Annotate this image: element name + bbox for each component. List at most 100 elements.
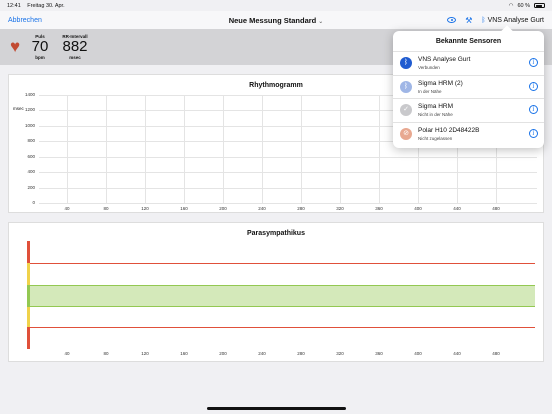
grid-line: [457, 95, 458, 203]
pulse-value: 70: [31, 38, 49, 55]
sensor-name: VNS Analyse Gurt: [418, 56, 471, 63]
x-tick-label: 440: [453, 351, 461, 356]
home-indicator[interactable]: [207, 407, 346, 410]
x-tick-label: 200: [219, 206, 227, 211]
sensor-row[interactable]: ⊘ Polar H10 2D48422B Nicht zugelassen i: [393, 121, 544, 145]
zone-red-bottom-bar: [27, 327, 30, 349]
x-tick-label: 40: [64, 206, 70, 211]
grid-line: [262, 95, 263, 203]
rr-unit: msec: [69, 55, 81, 60]
info-icon[interactable]: i: [529, 58, 538, 67]
grid-line: [301, 95, 302, 203]
y-tick-label: 1400: [24, 92, 35, 97]
lower-threshold-line: [30, 327, 535, 328]
checkmark-icon: ✓: [400, 104, 412, 116]
info-icon[interactable]: i: [529, 105, 538, 114]
zone-green-bar: [27, 285, 30, 307]
x-tick-label: 400: [414, 351, 422, 356]
grid-line: [184, 95, 185, 203]
rr-label: RR-Intervall: [62, 34, 88, 39]
heart-icon: ♥: [10, 37, 21, 56]
grid-line: [379, 95, 380, 203]
grid-line: [39, 156, 537, 158]
sensor-row[interactable]: ᛒ Sigma HRM (2) In der Nähe i: [393, 74, 544, 98]
x-tick-label: 160: [180, 351, 188, 356]
y-tick-label: 1000: [24, 122, 35, 128]
prohibited-icon: ⊘: [400, 127, 412, 140]
x-tick-label: 80: [103, 351, 109, 356]
wrench-icon[interactable]: ⚒: [465, 15, 473, 25]
grid-line: [39, 203, 537, 204]
y-tick-label: 400: [27, 169, 35, 175]
status-time: 12:41: [7, 2, 21, 9]
x-tick-label: 240: [258, 206, 266, 211]
bluetooth-icon: ᛒ: [400, 57, 412, 69]
x-tick-label: 320: [336, 206, 344, 211]
sensor-status: Nicht zugelassen: [418, 135, 453, 141]
y-tick-label: 800: [27, 138, 35, 144]
parasympathikus-title: Parasympathikus: [247, 230, 305, 237]
y-axis-unit: msec: [13, 106, 24, 111]
bluetooth-icon: ᛒ: [481, 16, 486, 24]
x-tick-label: 160: [180, 206, 188, 211]
x-tick-label: 480: [492, 206, 500, 211]
status-bar: 12:41 Freitag 30. Apr. ◠ 60 %: [0, 0, 552, 11]
wifi-icon: ◠: [508, 2, 514, 9]
y-tick-label: 1200: [24, 107, 35, 113]
grid-line: [39, 95, 537, 96]
zone-red-top-bar: [27, 241, 30, 263]
pulse-metric: Puls 70 bpm: [30, 34, 50, 60]
grid-line: [145, 95, 146, 203]
x-tick-label: 200: [219, 351, 227, 356]
sensor-status: Nicht in der Nähe: [418, 112, 453, 117]
y-tick-label: 600: [27, 153, 35, 159]
grid-line: [39, 125, 537, 127]
info-icon[interactable]: i: [529, 128, 538, 138]
sensor-row[interactable]: ✓ Sigma HRM Nicht in der Nähe i: [393, 98, 544, 121]
info-icon[interactable]: i: [529, 81, 538, 91]
popover-title: Bekannte Sensoren: [435, 38, 502, 45]
parasympathikus-plot: [27, 241, 535, 349]
sensor-status: Verbunden: [418, 65, 440, 70]
navigation-bar: Abbrechen Neue Messung Standard ⌄ ⚒ ᛒ VNS …: [0, 11, 552, 29]
battery-percent: 60 %: [517, 2, 530, 9]
sensor-label: VNS Analyse Gurt: [487, 16, 544, 24]
sensor-row[interactable]: ᛒ VNS Analyse Gurt Verbunden i: [393, 51, 544, 74]
upper-threshold-line: [30, 263, 535, 264]
status-date: Freitag 30. Apr.: [27, 2, 65, 9]
chevron-down-icon: ⌄: [318, 18, 324, 25]
grid-line: [223, 95, 224, 203]
zone-yellow-top-bar: [27, 263, 30, 285]
pulse-unit: bpm: [35, 55, 45, 60]
cancel-button[interactable]: Abbrechen: [8, 16, 42, 24]
x-tick-label: 80: [103, 206, 109, 211]
eye-icon[interactable]: [447, 17, 457, 23]
grid-line: [106, 95, 107, 203]
grid-line: [418, 95, 419, 203]
grid-line: [39, 187, 537, 189]
sensor-status: In der Nähe: [418, 88, 442, 94]
x-tick-label: 280: [297, 351, 305, 356]
x-tick-label: 440: [453, 206, 461, 211]
sensor-name: Polar H10 2D48422B: [418, 126, 480, 134]
parasympathikus-chart: Parasympathikus 40 80 120 160 200 240 280 320 36…: [8, 222, 544, 362]
x-tick-label: 240: [258, 351, 266, 356]
grid-line: [39, 110, 537, 112]
grid-line: [39, 141, 537, 143]
zone-yellow-bottom-bar: [27, 307, 30, 327]
page-title[interactable]: Neue Messung Standard ⌄: [0, 16, 552, 25]
pulse-label: Puls: [35, 34, 45, 39]
y-tick-label: 0: [32, 200, 35, 205]
grid-line: [67, 95, 68, 203]
x-tick-label: 320: [336, 351, 344, 356]
x-tick-label: 120: [141, 351, 149, 356]
sensor-button[interactable]: ᛒ VNS Analyse Gurt: [481, 17, 544, 24]
known-sensors-popover: Bekannte Sensoren ᛒ VNS Analyse Gurt Verbu…: [393, 31, 544, 148]
sensor-name: Sigma HRM (2): [418, 79, 463, 87]
rr-value: 882: [62, 38, 88, 55]
bluetooth-icon: ᛒ: [400, 80, 412, 93]
rhythmogram-title: Rhythmogramm: [249, 82, 303, 89]
grid-line: [340, 95, 341, 203]
green-zone-band: [30, 285, 535, 307]
sensor-name: Sigma HRM: [418, 103, 454, 110]
